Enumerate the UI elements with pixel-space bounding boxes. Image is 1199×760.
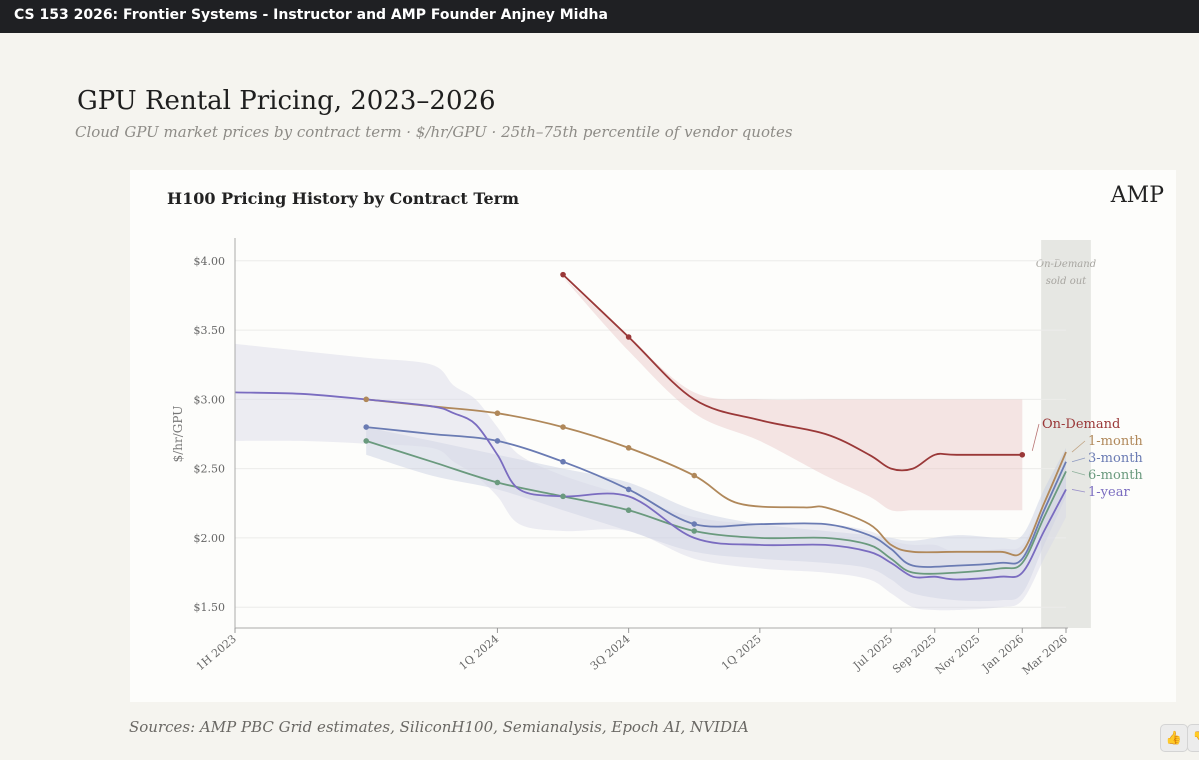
y-tick-label: $2.50 xyxy=(194,463,226,476)
legend-leader xyxy=(1031,423,1040,451)
x-tick-label: Nov 2025 xyxy=(933,632,983,677)
data-point-6-month xyxy=(494,479,501,486)
legend-leader xyxy=(1071,489,1086,493)
data-point-on-demand xyxy=(560,271,566,278)
data-point-3-month xyxy=(691,521,698,527)
data-point-1-month xyxy=(691,472,698,479)
legend-leader xyxy=(1071,440,1086,453)
legend-leader xyxy=(1071,457,1086,463)
data-point-on-demand xyxy=(625,334,632,340)
x-tick-label: Jul 2025 xyxy=(850,632,895,673)
x-tick-label: 1Q 2025 xyxy=(719,632,764,673)
x-tick-label: Jan 2026 xyxy=(979,632,1026,674)
legend-label-on-demand: On-Demand xyxy=(1042,417,1120,432)
series-line-6-month xyxy=(365,440,1067,575)
pricing-chart: H100 Pricing History by Contract Term AM… xyxy=(167,183,1164,677)
band-on-demand xyxy=(563,277,1023,512)
amp-logo: AMP xyxy=(1110,183,1164,208)
y-tick-label: $1.50 xyxy=(194,601,226,614)
sources-note: Sources: AMP PBC Grid estimates, Silicon… xyxy=(129,718,749,736)
x-tick-label: 1H 2023 xyxy=(194,632,239,673)
x-tick-label: 3Q 2024 xyxy=(588,632,633,673)
data-point-1-month xyxy=(560,424,566,430)
annotation-line2: sold out xyxy=(1046,276,1087,287)
legend-label-3-month: 3-month xyxy=(1088,451,1143,466)
slide-title: GPU Rental Pricing, 2023–2026 xyxy=(77,86,496,116)
x-tick-label: Mar 2026 xyxy=(1020,632,1070,677)
annotation-line1: On-Demand xyxy=(1036,259,1096,270)
x-tick-label: Sep 2025 xyxy=(890,632,939,676)
data-point-6-month xyxy=(625,507,632,514)
data-point-3-month xyxy=(625,486,632,493)
video-title-bar: CS 153 2026: Frontier Systems - Instruct… xyxy=(0,0,1199,33)
y-axis-label: $/hr/GPU xyxy=(171,406,185,463)
chart-card: H100 Pricing History by Contract Term AM… xyxy=(130,170,1176,702)
y-tick-label: $3.50 xyxy=(194,324,226,337)
data-point-3-month xyxy=(494,438,501,444)
y-tick-label: $2.00 xyxy=(194,532,226,545)
chart-title: H100 Pricing History by Contract Term xyxy=(167,189,519,208)
sold-out-region xyxy=(1041,240,1091,628)
data-point-1-month xyxy=(363,396,370,403)
y-tick-label: $3.00 xyxy=(194,393,226,406)
legend-leader xyxy=(1071,471,1086,476)
data-point-1-month xyxy=(494,410,501,417)
legend-label-1-month: 1-month xyxy=(1088,434,1143,449)
y-tick-label: $4.00 xyxy=(194,255,226,268)
data-point-3-month xyxy=(560,458,566,465)
band-1-year xyxy=(235,343,1066,611)
data-point-6-month xyxy=(363,438,370,444)
thumbs-up-icon[interactable]: 👍 xyxy=(1160,724,1188,752)
data-point-on-demand xyxy=(1019,451,1026,458)
data-point-3-month xyxy=(363,424,370,430)
series-line-on-demand xyxy=(562,273,1023,472)
slide-subtitle: Cloud GPU market prices by contract term… xyxy=(75,123,793,141)
data-point-6-month xyxy=(691,528,698,534)
legend-label-1-year: 1-year xyxy=(1088,485,1130,500)
legend-label-6-month: 6-month xyxy=(1088,468,1143,483)
series-line-1-year xyxy=(234,391,1067,581)
data-point-6-month xyxy=(560,493,566,500)
video-title: CS 153 2026: Frontier Systems - Instruct… xyxy=(14,7,608,23)
series-line-3-month xyxy=(366,426,1067,568)
x-tick-label: 1Q 2024 xyxy=(457,632,502,673)
thumbs-down-icon[interactable]: 👎 xyxy=(1187,724,1199,752)
data-point-1-month xyxy=(625,445,632,451)
series-line-1-month xyxy=(366,398,1067,557)
